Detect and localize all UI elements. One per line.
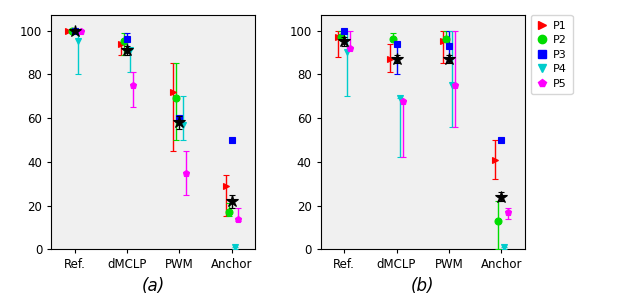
X-axis label: (b): (b) — [411, 277, 435, 295]
X-axis label: (a): (a) — [141, 277, 165, 295]
Legend: P1, P2, P3, P4, P5: P1, P2, P3, P4, P5 — [531, 15, 573, 94]
